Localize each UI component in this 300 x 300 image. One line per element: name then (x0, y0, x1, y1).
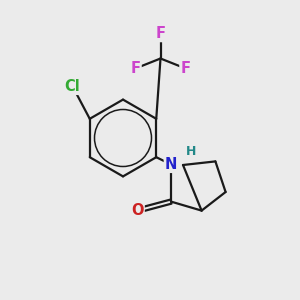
Text: F: F (130, 61, 141, 76)
Text: N: N (165, 157, 177, 172)
Text: F: F (155, 26, 166, 41)
Text: F: F (180, 61, 190, 76)
Text: Cl: Cl (65, 79, 80, 94)
Text: H: H (186, 145, 197, 158)
Text: O: O (131, 203, 144, 218)
